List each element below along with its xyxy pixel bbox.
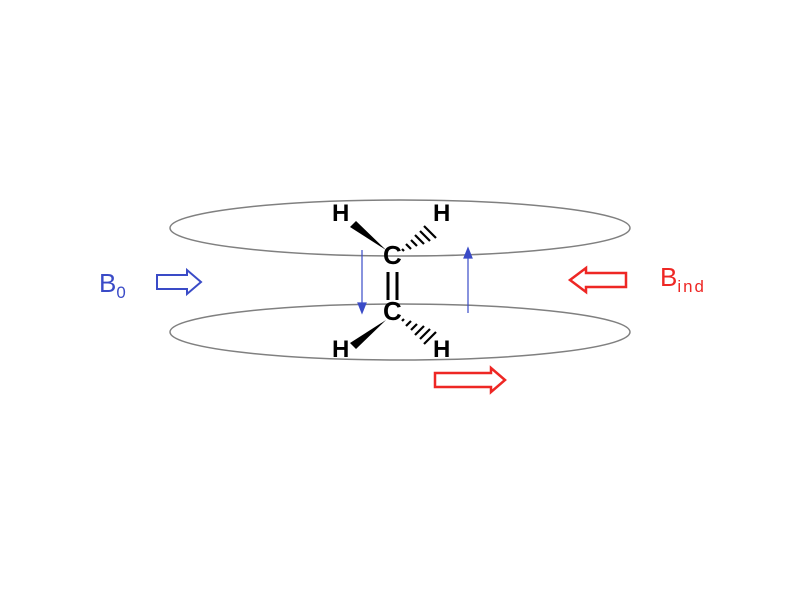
bind-text: B [660,262,677,292]
wedge-top-left [350,221,386,250]
b0-label: B0 [99,268,126,303]
wedge-bottom-left [350,320,386,349]
bind-arrow-bottom [435,368,505,392]
h-bottom-right: H [433,336,450,364]
c-bottom: C [383,296,402,327]
b0-text: B [99,268,116,298]
blue-arrow-up [464,248,472,313]
wedge-bottom-right [402,319,436,344]
wedge-top-right [402,226,436,251]
h-top-right: H [433,200,450,228]
b0-arrow [157,270,201,294]
bind-arrow-top [570,268,626,292]
bind-label: Bind [660,262,706,297]
c-top: C [383,240,402,271]
b0-sub: 0 [116,283,125,302]
h-top-left: H [332,200,349,228]
h-bottom-left: H [332,336,349,364]
blue-arrow-down [358,250,366,313]
nmr-diagram: B0 Bind H H C C H H [0,0,800,600]
bind-sub: ind [677,277,706,296]
